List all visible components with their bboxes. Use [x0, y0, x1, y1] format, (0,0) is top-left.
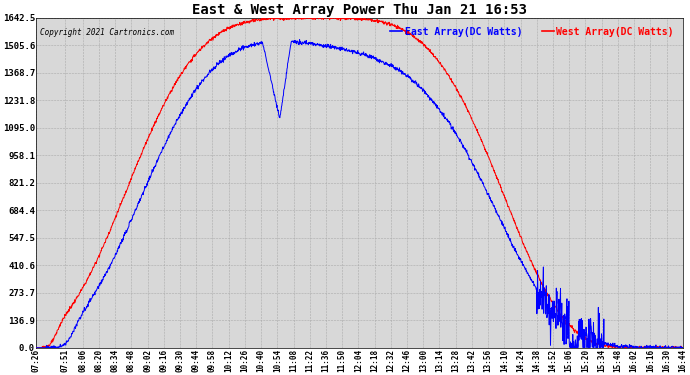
Legend: East Array(DC Watts), West Array(DC Watts): East Array(DC Watts), West Array(DC Watt… — [386, 23, 678, 40]
Text: Copyright 2021 Cartronics.com: Copyright 2021 Cartronics.com — [39, 28, 174, 37]
Title: East & West Array Power Thu Jan 21 16:53: East & West Array Power Thu Jan 21 16:53 — [192, 3, 527, 17]
